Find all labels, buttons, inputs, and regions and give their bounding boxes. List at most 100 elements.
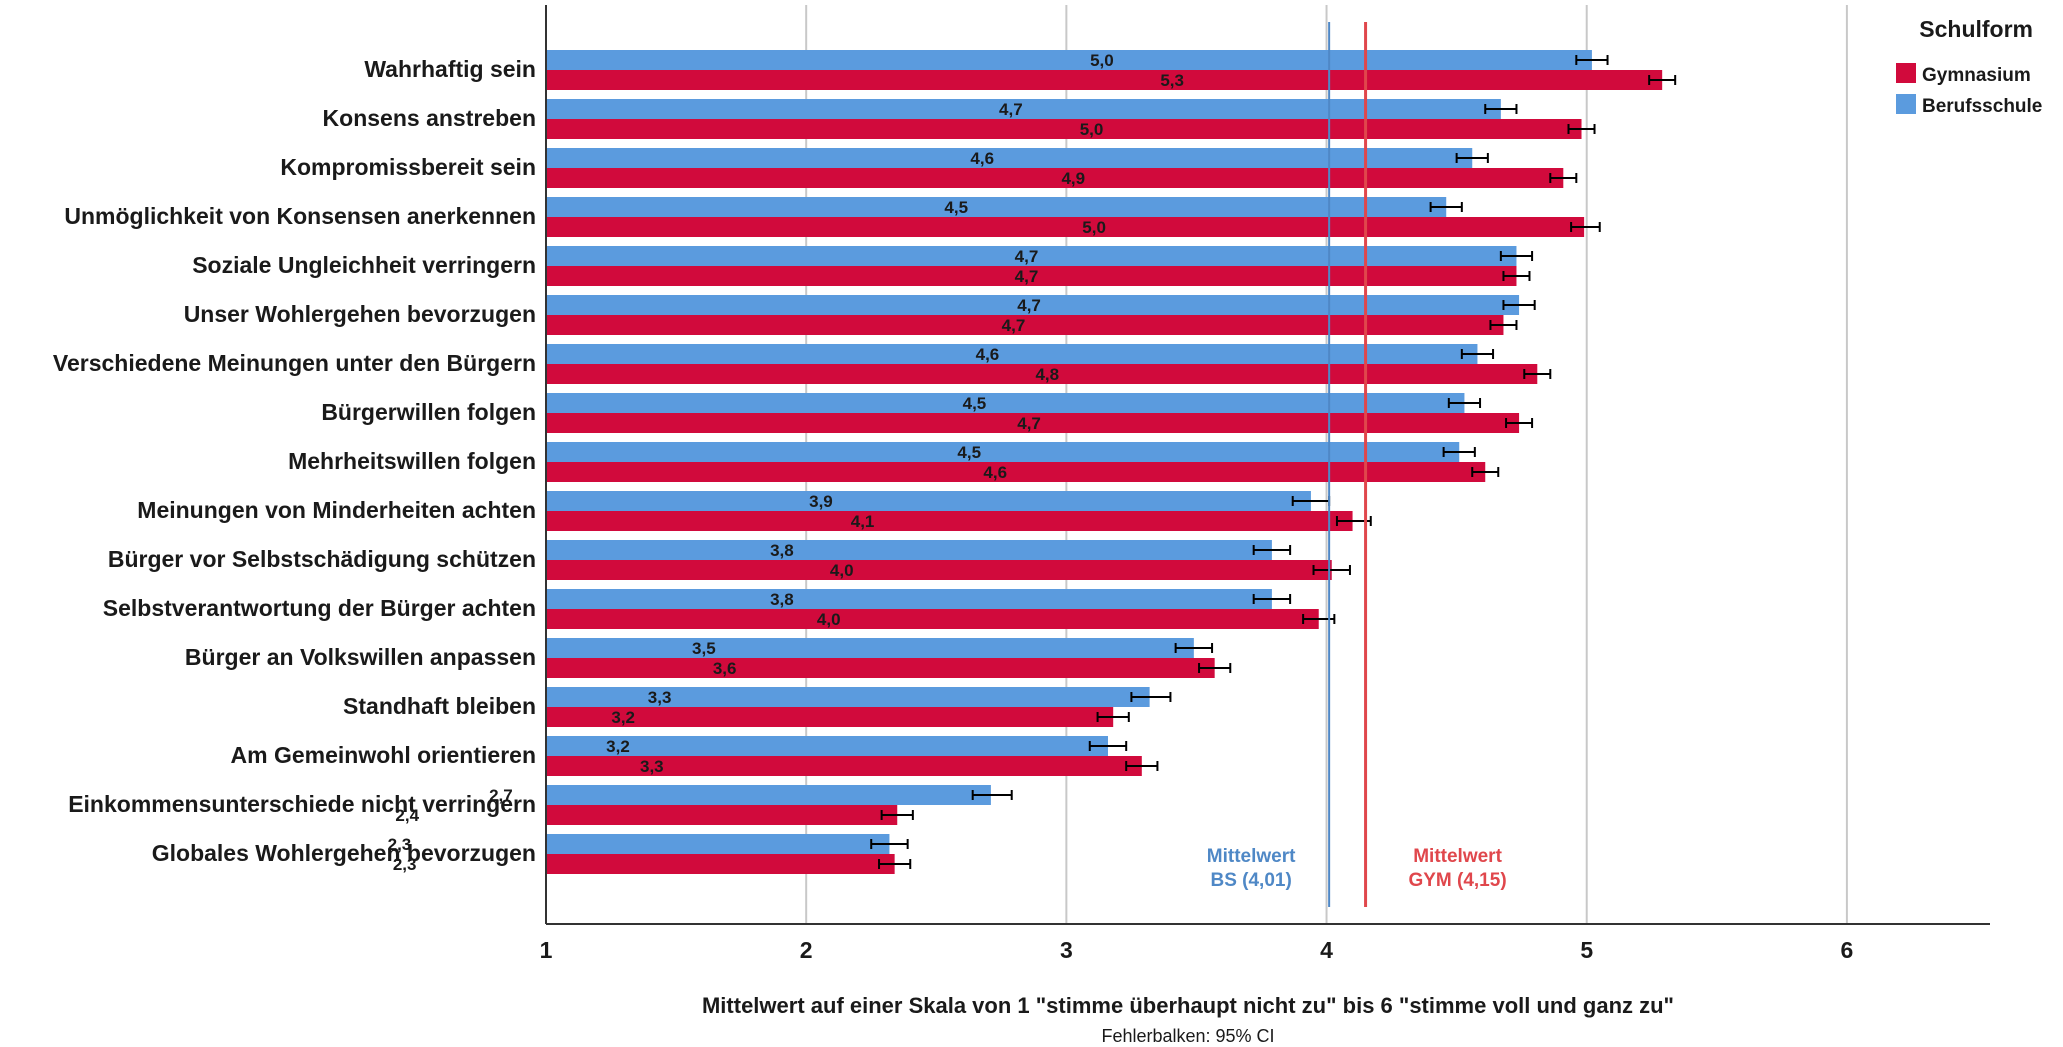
data-label: 5,3 — [1160, 71, 1184, 90]
category-label: Bürger an Volkswillen anpassen — [185, 644, 536, 670]
data-label: 4,5 — [963, 394, 987, 413]
data-label: 3,2 — [611, 708, 635, 727]
bar-gymnasium — [546, 266, 1517, 286]
footnote: Fehlerbalken: 95% CI — [1101, 1026, 1274, 1046]
x-tick-label: 3 — [1060, 937, 1073, 963]
bar-berufsschule — [546, 99, 1501, 119]
category-label: Mehrheitswillen folgen — [288, 448, 536, 474]
data-label: 4,7 — [1002, 316, 1026, 335]
bar-gymnasium — [546, 462, 1486, 482]
bar-berufsschule — [546, 589, 1272, 609]
data-label: 3,6 — [713, 659, 737, 678]
x-tick-label: 4 — [1320, 937, 1333, 963]
data-label: 4,9 — [1061, 169, 1085, 188]
category-label: Soziale Ungleichheit verringern — [192, 252, 536, 278]
bar-berufsschule — [546, 687, 1150, 707]
data-label: 2,3 — [388, 835, 412, 854]
data-label: 4,7 — [1017, 414, 1041, 433]
bar-gymnasium — [546, 217, 1585, 237]
bar-gymnasium — [546, 756, 1142, 776]
category-label: Bürger vor Selbstschädigung schützen — [108, 546, 536, 572]
data-label: 3,2 — [606, 737, 630, 756]
data-label: 3,9 — [809, 492, 833, 511]
data-label: 3,3 — [640, 757, 664, 776]
data-label: 4,0 — [817, 610, 841, 629]
data-label: 5,0 — [1080, 120, 1104, 139]
reference-label: Mittelwert — [1207, 846, 1296, 867]
bar-gymnasium — [546, 707, 1114, 727]
data-label: 3,8 — [770, 590, 794, 609]
data-label: 4,6 — [983, 463, 1007, 482]
category-label: Globales Wohlergehen bevorzugen — [152, 840, 536, 866]
data-label: 3,8 — [770, 541, 794, 560]
category-label: Am Gemeinwohl orientieren — [231, 742, 536, 768]
x-tick-label: 6 — [1841, 937, 1854, 963]
bar-berufsschule — [546, 246, 1517, 266]
x-tick-label: 1 — [540, 937, 553, 963]
data-label: 3,5 — [692, 639, 716, 658]
data-label: 4,1 — [851, 512, 875, 531]
category-label: Konsens anstreben — [323, 105, 536, 131]
bar-gymnasium — [546, 119, 1582, 139]
data-label: 2,7 — [489, 786, 513, 805]
data-label: 4,5 — [957, 443, 981, 462]
data-label: 2,3 — [393, 855, 417, 874]
category-label: Unmöglichkeit von Konsensen anerkennen — [64, 203, 536, 229]
data-label: 4,6 — [970, 149, 994, 168]
data-label: 4,7 — [999, 100, 1023, 119]
legend-swatch-berufsschule — [1896, 94, 1916, 114]
legend-label: Gymnasium — [1922, 65, 2031, 86]
data-label: 5,0 — [1082, 218, 1106, 237]
category-label: Einkommensunterschiede nicht verringern — [68, 791, 536, 817]
bar-berufsschule — [546, 736, 1108, 756]
reference-label: BS (4,01) — [1210, 870, 1291, 891]
legend-swatch-gymnasium — [1896, 63, 1916, 83]
bar-berufsschule — [546, 638, 1194, 658]
bar-gymnasium — [546, 805, 898, 825]
bar-gymnasium — [546, 854, 895, 874]
bar-berufsschule — [546, 491, 1311, 511]
data-label: 4,8 — [1035, 365, 1059, 384]
data-label: 4,0 — [830, 561, 854, 580]
category-label: Unser Wohlergehen bevorzugen — [184, 301, 536, 327]
bar-gymnasium — [546, 315, 1504, 335]
x-axis-title: Mittelwert auf einer Skala von 1 "stimme… — [702, 993, 1674, 1018]
bar-berufsschule — [546, 295, 1520, 315]
data-label: 4,6 — [976, 345, 1000, 364]
x-tick-label: 2 — [800, 937, 813, 963]
bar-berufsschule — [546, 50, 1592, 70]
bar-gymnasium — [546, 658, 1215, 678]
data-label: 4,5 — [944, 198, 968, 217]
category-label: Meinungen von Minderheiten achten — [137, 497, 536, 523]
category-label: Kompromissbereit sein — [280, 154, 536, 180]
bar-gymnasium — [546, 168, 1564, 188]
category-label: Standhaft bleiben — [343, 693, 536, 719]
bar-gymnasium — [546, 560, 1332, 580]
x-tick-label: 5 — [1580, 937, 1593, 963]
bar-berufsschule — [546, 148, 1473, 168]
bar-berufsschule — [546, 197, 1447, 217]
reference-label: GYM (4,15) — [1408, 870, 1506, 891]
category-label: Verschiedene Meinungen unter den Bürgern — [53, 350, 536, 376]
bar-berufsschule — [546, 834, 890, 854]
legend-title: Schulform — [1919, 16, 2033, 42]
bar-berufsschule — [546, 785, 991, 805]
bar-berufsschule — [546, 442, 1460, 462]
legend-label: Berufsschule — [1922, 96, 2042, 117]
bar-gymnasium — [546, 511, 1353, 531]
bar-gymnasium — [546, 70, 1663, 90]
bar-gymnasium — [546, 364, 1538, 384]
bar-berufsschule — [546, 344, 1478, 364]
data-label: 4,7 — [1015, 267, 1039, 286]
data-label: 3,3 — [648, 688, 672, 707]
category-label: Selbstverantwortung der Bürger achten — [103, 595, 536, 621]
category-label: Bürgerwillen folgen — [321, 399, 536, 425]
data-label: 5,0 — [1090, 51, 1114, 70]
data-label: 2,4 — [395, 806, 419, 825]
reference-label: Mittelwert — [1413, 846, 1502, 867]
bar-berufsschule — [546, 393, 1465, 413]
category-label: Wahrhaftig sein — [364, 56, 536, 82]
data-label: 4,7 — [1017, 296, 1041, 315]
